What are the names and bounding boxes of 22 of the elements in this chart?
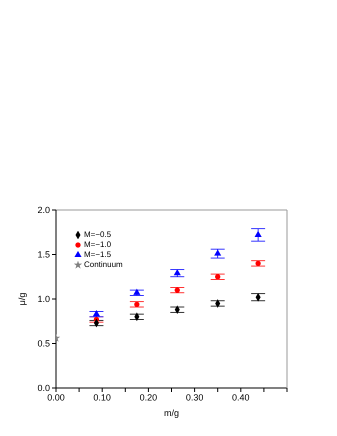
- x-tick-label: 0.40: [232, 392, 250, 402]
- legend-label: Continuum: [84, 260, 123, 270]
- y-tick-label: 0.5: [37, 338, 50, 349]
- point: [92, 310, 100, 316]
- x-tick-label: 0.00: [47, 392, 65, 402]
- y-tick-label: 1.0: [37, 294, 50, 304]
- y-tick-label: 0.0: [37, 383, 50, 394]
- y-tick-label: 2.0: [37, 205, 50, 216]
- point: [214, 249, 222, 256]
- x-axis-title: m/g: [164, 408, 180, 418]
- legend-label: M=−0.5: [84, 230, 112, 240]
- y-tick-label: 1.5: [37, 250, 50, 260]
- x-tick-label: 0.30: [186, 392, 204, 402]
- point: [254, 230, 262, 237]
- point: [174, 269, 181, 276]
- point: [133, 288, 140, 295]
- legend-label: M=−1.5: [84, 250, 112, 260]
- legend-label: M=−1.0: [84, 240, 112, 250]
- y-axis-title: μ/g: [17, 292, 28, 306]
- point: [255, 260, 261, 266]
- x-tick-label: 0.20: [140, 392, 158, 402]
- x-tick-label: 0.10: [93, 392, 111, 402]
